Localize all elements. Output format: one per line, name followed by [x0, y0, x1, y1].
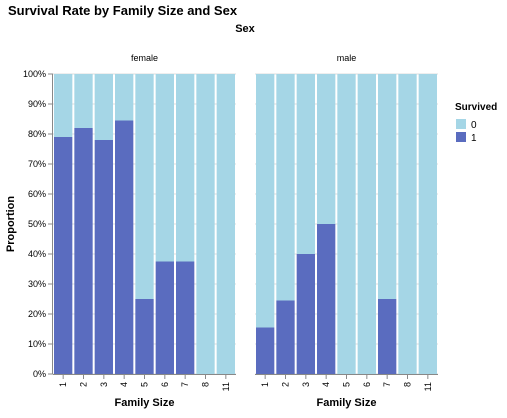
y-tick-label: 10%	[28, 339, 46, 349]
bar-survived-1	[135, 299, 154, 374]
y-tick-label: 80%	[28, 129, 46, 139]
y-tick-label: 100%	[23, 69, 46, 79]
bar-survived-0	[256, 74, 275, 328]
bar-survived-1	[256, 327, 275, 374]
bar-survived-1	[276, 300, 295, 374]
y-tick-label: 70%	[28, 159, 46, 169]
bar-survived-0	[398, 74, 417, 374]
facet-label: male	[337, 53, 357, 63]
y-tick-label: 20%	[28, 309, 46, 319]
x-tick-label: 8	[201, 382, 211, 387]
bar-survived-1	[317, 224, 336, 374]
x-tick-label: 5	[140, 382, 150, 387]
bar-survived-0	[378, 74, 397, 299]
bar-survived-0	[196, 74, 215, 374]
bar-survived-0	[296, 74, 315, 254]
x-axis-title: Family Size	[317, 397, 377, 409]
x-tick-label: 5	[342, 382, 352, 387]
legend: Survived 0 1	[455, 102, 497, 144]
x-tick-label: 6	[362, 382, 372, 387]
x-tick-label: 2	[281, 382, 291, 387]
legend-swatch	[456, 132, 466, 142]
x-tick-label: 8	[403, 382, 413, 387]
legend-title: Survived	[455, 102, 497, 113]
bar-survived-0	[418, 74, 437, 374]
y-tick-label: 40%	[28, 249, 46, 259]
bar-survived-0	[155, 74, 174, 262]
bar-survived-1	[378, 299, 397, 374]
bar-survived-0	[94, 74, 113, 140]
plot-layer: female 1 2 3 4 5 6 7 8 11 Family Size male 1 2 3 4 5 6 7 8 1…	[23, 53, 438, 409]
x-tick-label: 6	[160, 382, 170, 387]
bar-survived-1	[54, 137, 73, 374]
y-tick-label: 60%	[28, 189, 46, 199]
bar-survived-0	[74, 74, 93, 128]
facet-panel-0: female 1 2 3 4 5 6 7 8 11 Family Size	[53, 53, 236, 409]
x-tick-label: 11	[423, 382, 433, 391]
bar-survived-1	[155, 261, 174, 374]
bar-survived-1	[94, 140, 113, 374]
legend-label: 0	[471, 120, 477, 131]
x-tick-label: 1	[58, 382, 68, 387]
y-axis-title: Proportion	[5, 196, 17, 252]
bar-survived-1	[296, 254, 315, 374]
x-axis-title: Family Size	[115, 397, 175, 409]
bar-survived-0	[176, 74, 195, 262]
y-tick-label: 30%	[28, 279, 46, 289]
x-tick-label: 4	[119, 382, 129, 387]
bar-survived-0	[357, 74, 376, 374]
bar-survived-1	[115, 120, 134, 374]
y-tick-label: 90%	[28, 99, 46, 109]
x-tick-label: 7	[180, 382, 190, 387]
y-tick-label: 0%	[33, 369, 46, 379]
legend-label: 1	[471, 133, 477, 144]
x-tick-label: 3	[99, 382, 109, 387]
y-axis: 0% 10% 20% 30% 40% 50% 60% 70% 80% 90% 100%	[23, 69, 53, 379]
x-tick-label: 2	[79, 382, 89, 387]
x-tick-label: 7	[382, 382, 392, 387]
bar-survived-0	[276, 74, 295, 301]
facet-header-title: Sex	[235, 23, 255, 35]
bar-survived-0	[54, 74, 73, 137]
bar-survived-1	[176, 261, 195, 374]
x-tick-label: 3	[301, 382, 311, 387]
y-tick-label: 50%	[28, 219, 46, 229]
bar-survived-0	[216, 74, 235, 374]
x-tick-label: 11	[221, 382, 231, 391]
chart-title: Survival Rate by Family Size and Sex	[8, 3, 238, 18]
bar-survived-0	[337, 74, 356, 374]
bar-survived-1	[74, 128, 93, 374]
x-tick-label: 4	[321, 382, 331, 387]
facet-label: female	[131, 53, 158, 63]
bar-survived-0	[135, 74, 154, 299]
facet-panel-1: male 1 2 3 4 5 6 7 8 11 Family Size	[255, 53, 438, 409]
bar-survived-0	[115, 74, 134, 121]
legend-swatch	[456, 119, 466, 129]
x-tick-label: 1	[260, 382, 270, 387]
bar-survived-0	[317, 74, 336, 224]
